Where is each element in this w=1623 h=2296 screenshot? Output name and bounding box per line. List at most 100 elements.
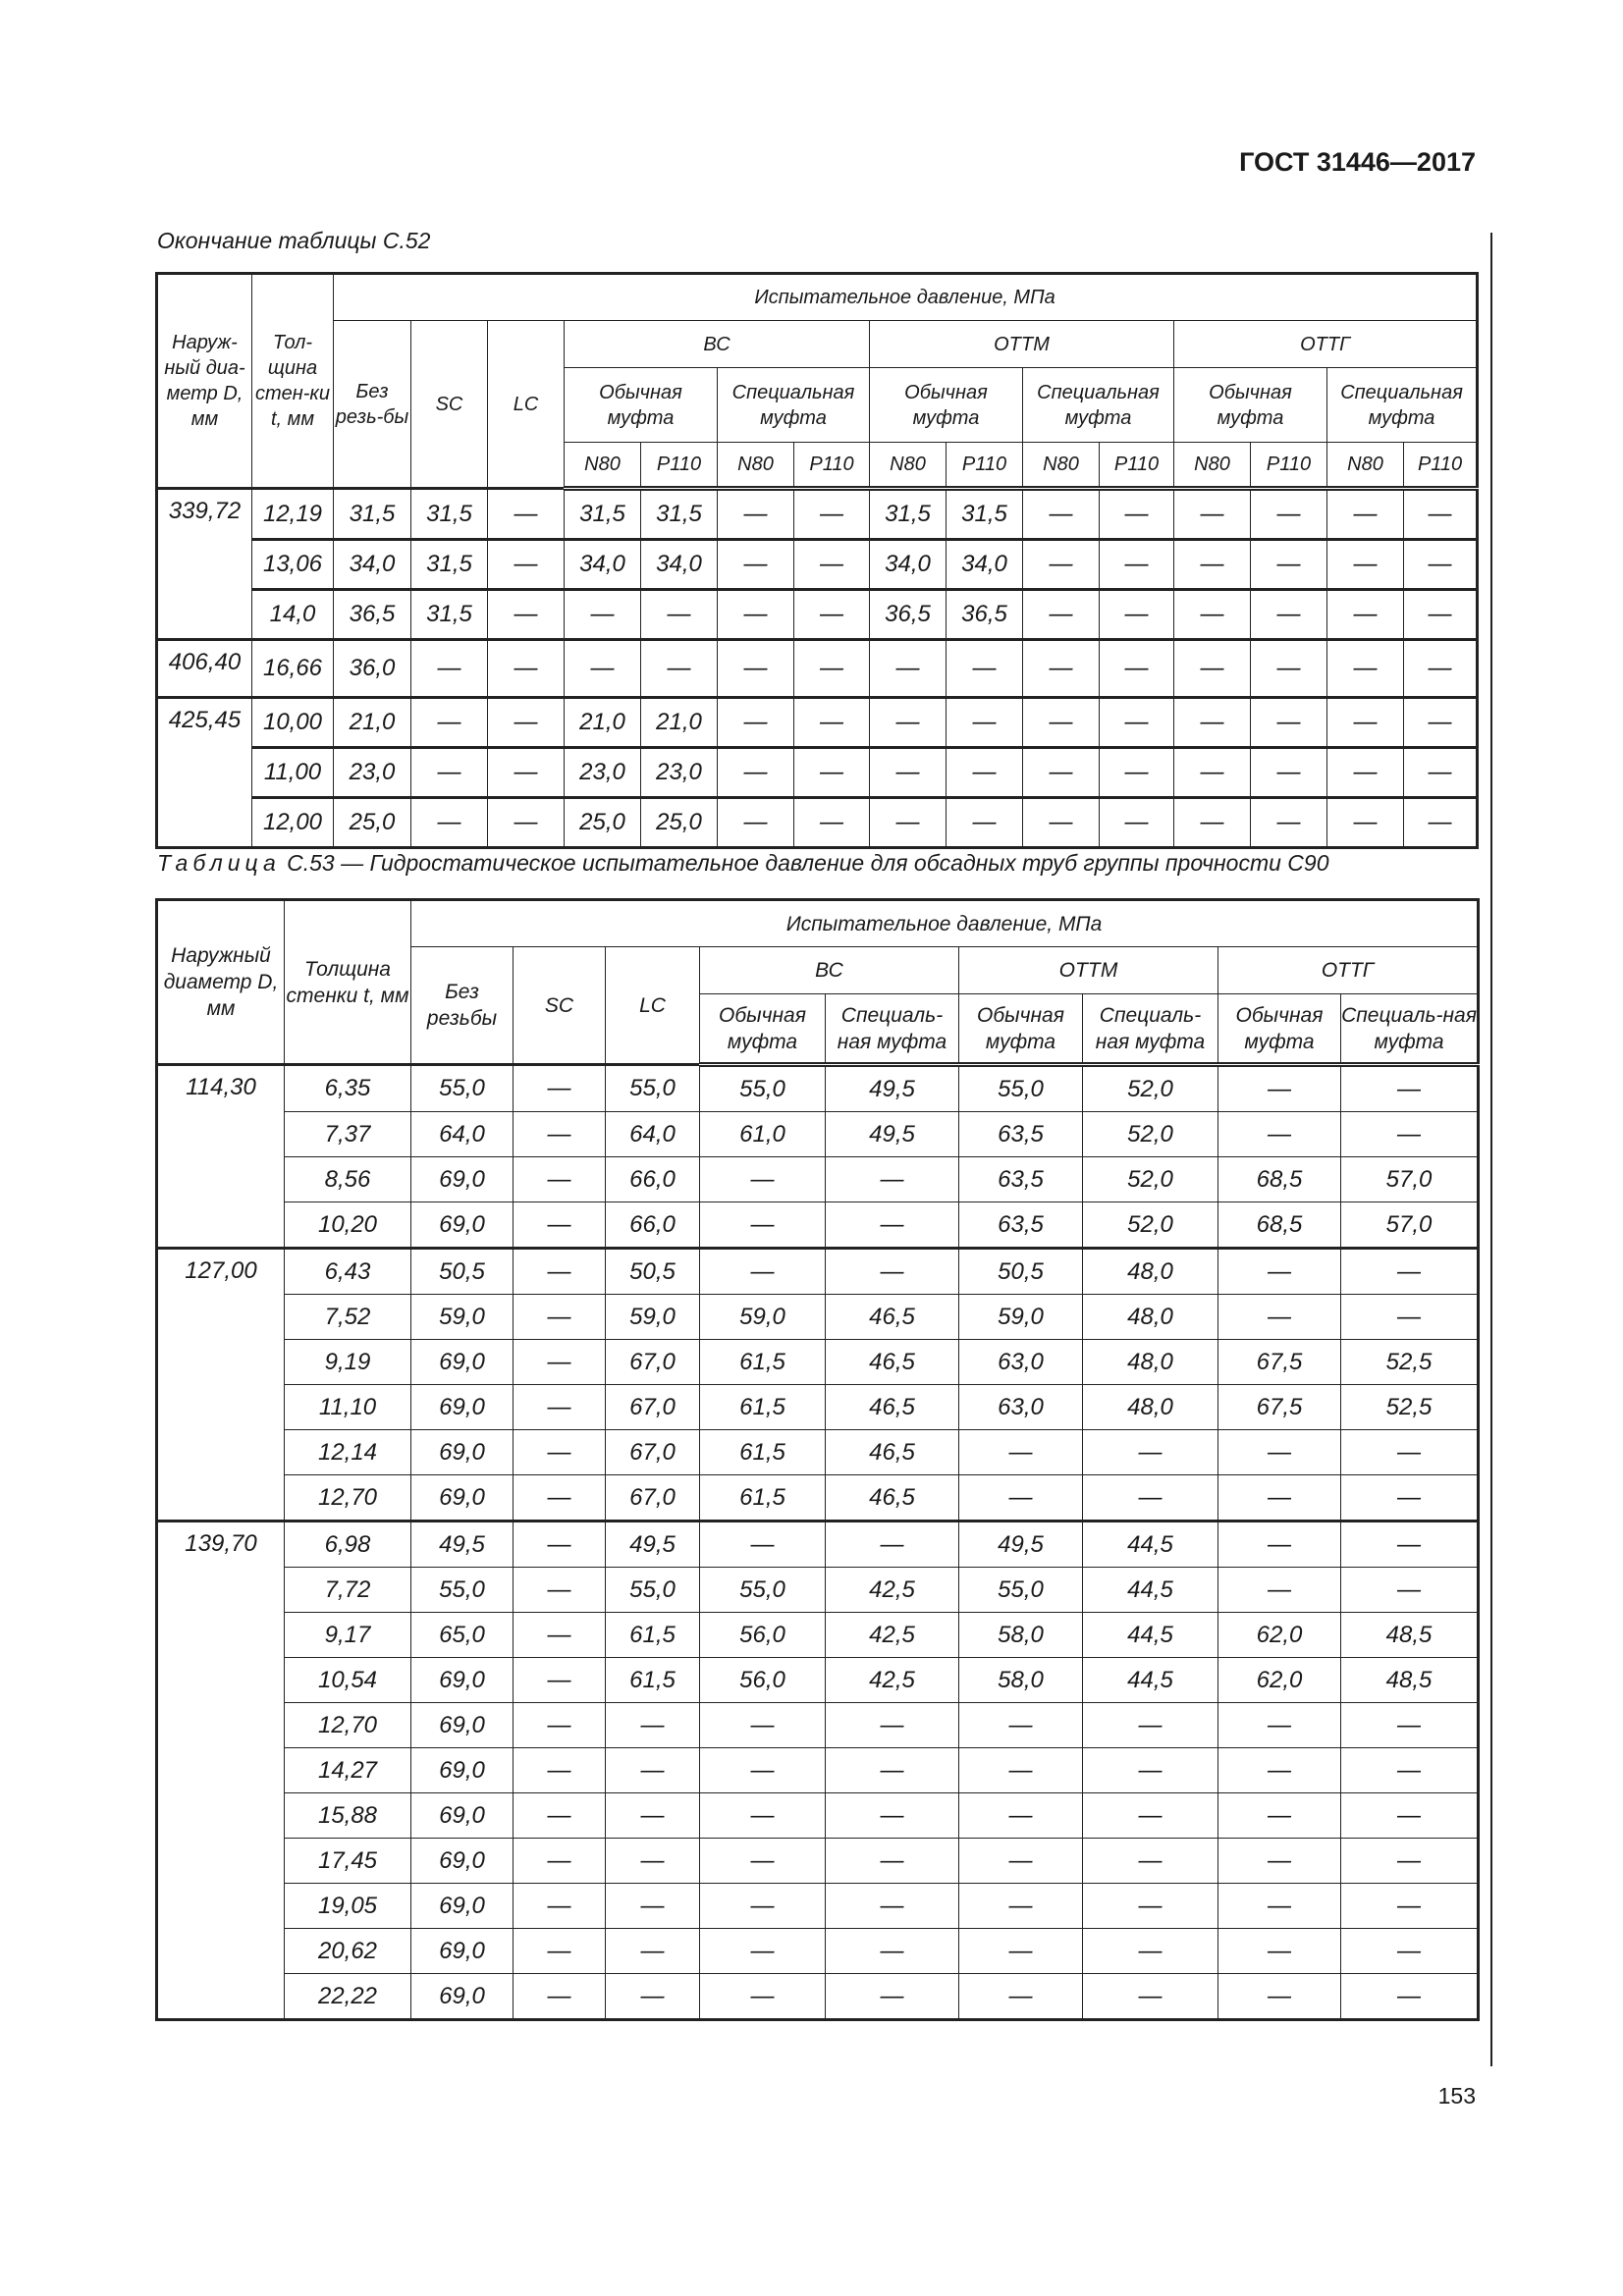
cell-pressure: 31,5 [564, 487, 641, 540]
header-wall-thickness: Тол-щина стен-ки t, мм [251, 273, 334, 489]
cell-outer-diameter: 425,45 [156, 696, 252, 848]
cell-pressure: 67,5 [1217, 1384, 1341, 1430]
cell-pressure: 69,0 [410, 1474, 514, 1522]
cell-pressure: — [1082, 1838, 1218, 1884]
cell-pressure: — [1022, 538, 1100, 590]
cell-pressure: 36,5 [333, 588, 411, 640]
cell-wall-thickness: 11,10 [284, 1384, 411, 1430]
cell-pressure: 58,0 [958, 1657, 1083, 1703]
cell-pressure: — [1022, 588, 1100, 640]
cell-pressure: — [605, 1928, 700, 1974]
table-row: 8,56 69,0—66,0— —63,5 52,0 68,5 57,0 [157, 1156, 1480, 1202]
header-regular-coupling: Обычная муфта [958, 993, 1083, 1067]
header-wall-thickness: Толщина стенки t, мм [284, 899, 411, 1065]
cell-pressure: 49,5 [825, 1111, 959, 1157]
cell-pressure: 36,5 [946, 588, 1023, 640]
cell-pressure: — [1022, 746, 1100, 798]
cell-pressure: 69,0 [410, 1973, 514, 2020]
cell-wall-thickness: 6,43 [284, 1247, 411, 1295]
cell-pressure: — [1402, 487, 1479, 540]
cell-pressure: — [699, 1156, 826, 1202]
cell-pressure: — [513, 1883, 606, 1929]
cell-pressure: — [1217, 1973, 1341, 2020]
table-row: 9,19 69,0—67,0 61,5 46,5 63,0 48,0 67,5 52,5 [157, 1339, 1480, 1385]
table-c53: Наружный диаметр D, мм Толщина стенки t,… [155, 898, 1481, 2021]
cell-pressure: — [513, 1792, 606, 1839]
cell-outer-diameter: 139,70 [156, 1520, 285, 2020]
cell-pressure: — [1173, 796, 1251, 848]
cell-pressure: — [1250, 487, 1327, 540]
cell-pressure: 69,0 [410, 1883, 514, 1929]
table-row: 406,40 16,66 36,0— — — — — — — — — — — — — — [156, 638, 1479, 698]
cell-pressure: — [1339, 1294, 1480, 1340]
margin-rule [1490, 233, 1492, 2066]
cell-pressure: — [1339, 1567, 1480, 1613]
header-regular-coupling: Обычная муфта [699, 993, 826, 1067]
cell-pressure: 42,5 [825, 1657, 959, 1703]
header-sc: SC [410, 320, 488, 489]
cell-pressure: — [825, 1838, 959, 1884]
cell-pressure: — [1339, 1747, 1480, 1793]
header-ottm: ОТТМ [869, 320, 1174, 368]
cell-wall-thickness: 14,27 [284, 1747, 411, 1793]
table-row: 12,70 69,0—67,0 61,5 46,5— — — — [157, 1474, 1480, 1522]
cell-pressure: — [699, 1747, 826, 1793]
cell-wall-thickness: 12,14 [284, 1429, 411, 1475]
cell-pressure: 34,0 [564, 538, 641, 590]
cell-pressure: 50,5 [410, 1247, 514, 1295]
cell-pressure: 59,0 [699, 1294, 826, 1340]
table-row: 10,20 69,0—66,0— —63,5 52,0 68,5 57,0 [157, 1201, 1480, 1249]
cell-pressure: — [1339, 1520, 1480, 1568]
cell-pressure: — [1326, 487, 1404, 540]
cell-wall-thickness: 7,52 [284, 1294, 411, 1340]
cell-pressure: 56,0 [699, 1657, 826, 1703]
cell-pressure: 31,5 [333, 487, 411, 540]
header-grade-n80: N80 [869, 442, 947, 491]
cell-pressure: 31,5 [410, 487, 488, 540]
cell-pressure: — [513, 1429, 606, 1475]
cell-pressure: — [410, 746, 488, 798]
cell-pressure: — [605, 1838, 700, 1884]
cell-wall-thickness: 6,98 [284, 1520, 411, 1568]
cell-pressure: 52,5 [1339, 1339, 1480, 1385]
cell-pressure: 62,0 [1217, 1657, 1341, 1703]
document-code: ГОСТ 31446—2017 [1239, 147, 1476, 177]
cell-pressure: 44,5 [1082, 1567, 1218, 1613]
cell-pressure: 34,0 [869, 538, 947, 590]
cell-pressure: — [1217, 1883, 1341, 1929]
cell-pressure: 61,5 [699, 1429, 826, 1475]
cell-pressure: — [1339, 1792, 1480, 1839]
cell-pressure: 23,0 [333, 746, 411, 798]
cell-outer-diameter: 127,00 [156, 1247, 285, 1522]
cell-pressure: — [825, 1883, 959, 1929]
cell-pressure: 56,0 [699, 1612, 826, 1658]
cell-pressure: — [1250, 696, 1327, 748]
cell-pressure: — [513, 1838, 606, 1884]
header-special-coupling: Специальная муфта [1022, 367, 1174, 443]
header-ottm: ОТТМ [958, 946, 1218, 994]
cell-pressure: 55,0 [410, 1063, 514, 1112]
cell-pressure: — [1082, 1474, 1218, 1522]
cell-outer-diameter: 339,72 [156, 487, 252, 640]
table-row: 13,06 34,0 31,5—34,0 34,0— —34,0 34,0— — — — — — [157, 538, 1479, 590]
cell-pressure: 52,0 [1082, 1063, 1218, 1112]
cell-pressure: — [1217, 1928, 1341, 1974]
cell-wall-thickness: 11,00 [251, 746, 334, 798]
header-outer-diameter: Наруж-ный диа-метр D, мм [156, 273, 252, 489]
cell-pressure: — [605, 1973, 700, 2020]
header-special-coupling: Специальная муфта [717, 367, 870, 443]
cell-pressure: — [958, 1973, 1083, 2020]
cell-pressure: 67,0 [605, 1339, 700, 1385]
cell-pressure: — [1173, 638, 1251, 698]
cell-pressure: — [1022, 487, 1100, 540]
cell-pressure: 63,0 [958, 1384, 1083, 1430]
cell-pressure: 25,0 [564, 796, 641, 848]
cell-pressure: — [1326, 538, 1404, 590]
table1-caption: Окончание таблицы С.52 [157, 228, 431, 253]
cell-pressure: 49,5 [410, 1520, 514, 1568]
header-no-thread: Без резь-бы [333, 320, 411, 489]
table-row: 14,0 36,5 31,5— — — — —36,5 36,5— — — — — — [157, 588, 1479, 640]
cell-pressure: 55,0 [605, 1063, 700, 1112]
cell-pressure: — [1099, 588, 1174, 640]
cell-pressure: 59,0 [410, 1294, 514, 1340]
